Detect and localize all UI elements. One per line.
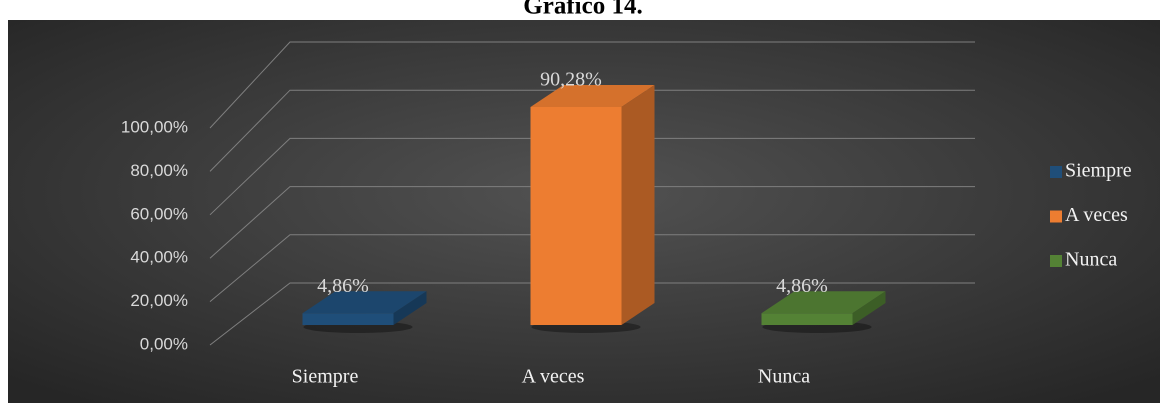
data-label: 4,86% <box>776 275 828 297</box>
y-tick-label: 40,00% <box>130 248 188 267</box>
x-tick-label: Siempre <box>292 366 359 388</box>
grid-line <box>209 282 975 346</box>
legend-swatch <box>1050 255 1062 267</box>
y-tick-label: 20,00% <box>130 291 188 310</box>
bar-front <box>302 313 394 325</box>
legend-swatch <box>1050 166 1062 178</box>
bar-side <box>852 291 886 325</box>
bar-top <box>530 84 655 107</box>
bar-top <box>761 291 886 314</box>
x-tick-label: Nunca <box>758 366 810 388</box>
grid-line <box>209 137 975 216</box>
bar-front <box>761 313 853 325</box>
bar-side <box>393 291 427 325</box>
grid-line <box>209 186 975 259</box>
legend-label: Siempre <box>1065 160 1132 182</box>
data-label: 90,28% <box>540 69 602 91</box>
bar-front <box>530 106 622 325</box>
y-tick-label: 60,00% <box>130 204 188 223</box>
y-tick-label: 80,00% <box>130 161 188 180</box>
grid-line <box>209 41 975 129</box>
data-label: 4,86% <box>317 275 369 297</box>
chart-title: Gráfico 14. <box>523 0 642 20</box>
bar-side <box>621 84 655 325</box>
y-tick-label: 100,00% <box>121 117 188 136</box>
legend-label: Nunca <box>1065 249 1117 271</box>
y-tick-label: 0,00% <box>140 334 188 353</box>
grid-line <box>209 234 975 302</box>
bar-top <box>302 291 427 314</box>
legend-label: A veces <box>1065 204 1128 226</box>
x-tick-label: A veces <box>522 366 585 388</box>
legend-swatch <box>1050 210 1062 223</box>
grid-line <box>209 89 975 172</box>
